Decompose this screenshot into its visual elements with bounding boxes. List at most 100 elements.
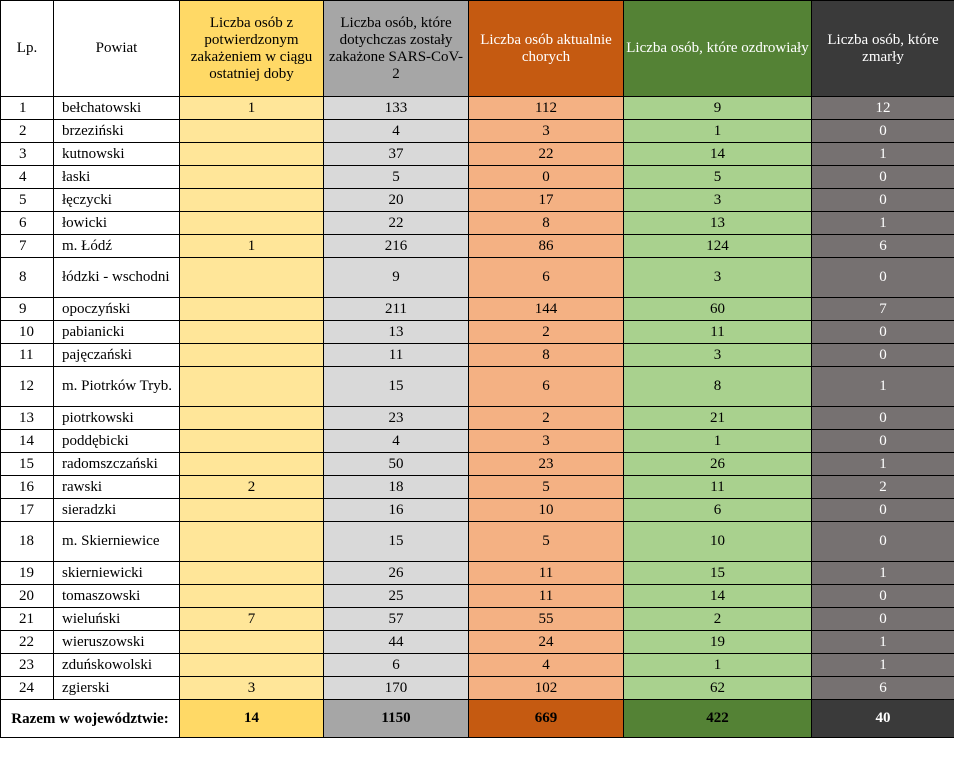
table-row: 8 łódzki - wschodni 9 6 3 0 xyxy=(0,257,954,298)
cell-active-cases: 5 xyxy=(468,521,624,562)
cell-new-cases: 2 xyxy=(179,475,324,499)
cell-lp: 1 xyxy=(0,96,54,120)
cell-deaths: 0 xyxy=(811,257,954,298)
cell-active-cases: 6 xyxy=(468,366,624,407)
cell-recovered: 2 xyxy=(623,607,812,631)
cell-active-cases: 3 xyxy=(468,119,624,143)
cell-total-cases: 23 xyxy=(323,406,469,430)
cell-powiat: m. Piotrków Tryb. xyxy=(53,366,180,407)
cell-lp: 5 xyxy=(0,188,54,212)
header-total-cases: Liczba osób, które dotychczas zostały za… xyxy=(323,0,469,97)
cell-powiat: łódzki - wschodni xyxy=(53,257,180,298)
cell-new-cases xyxy=(179,498,324,522)
cell-lp: 8 xyxy=(0,257,54,298)
cell-deaths: 1 xyxy=(811,653,954,677)
totals-row: Razem w województwie: 14 1150 669 422 40 xyxy=(0,699,954,738)
table-row: 13 piotrkowski 23 2 21 0 xyxy=(0,406,954,430)
cell-deaths: 0 xyxy=(811,320,954,344)
cell-lp: 21 xyxy=(0,607,54,631)
header-row: Lp. Powiat Liczba osób z potwierdzonym z… xyxy=(0,0,954,97)
cell-powiat: piotrkowski xyxy=(53,406,180,430)
cell-deaths: 0 xyxy=(811,343,954,367)
table-row: 9 opoczyński 211 144 60 7 xyxy=(0,297,954,321)
table-row: 16 rawski 2 18 5 11 2 xyxy=(0,475,954,499)
cell-total-cases: 13 xyxy=(323,320,469,344)
table-row: 21 wieluński 7 57 55 2 0 xyxy=(0,607,954,631)
cell-recovered: 11 xyxy=(623,320,812,344)
cell-lp: 18 xyxy=(0,521,54,562)
header-lp: Lp. xyxy=(0,0,54,97)
header-recovered: Liczba osób, które ozdrowiały xyxy=(623,0,812,97)
totals-total-cases: 1150 xyxy=(323,699,469,738)
cell-deaths: 1 xyxy=(811,142,954,166)
table-row: 4 łaski 5 0 5 0 xyxy=(0,165,954,189)
table-row: 18 m. Skierniewice 15 5 10 0 xyxy=(0,521,954,562)
cell-lp: 4 xyxy=(0,165,54,189)
cell-lp: 10 xyxy=(0,320,54,344)
cell-powiat: m. Łódź xyxy=(53,234,180,258)
cell-powiat: łaski xyxy=(53,165,180,189)
cell-recovered: 8 xyxy=(623,366,812,407)
cell-total-cases: 16 xyxy=(323,498,469,522)
cell-lp: 11 xyxy=(0,343,54,367)
table-row: 19 skierniewicki 26 11 15 1 xyxy=(0,561,954,585)
cell-powiat: opoczyński xyxy=(53,297,180,321)
table-row: 12 m. Piotrków Tryb. 15 6 8 1 xyxy=(0,366,954,407)
cell-recovered: 9 xyxy=(623,96,812,120)
cell-deaths: 0 xyxy=(811,584,954,608)
cell-new-cases: 7 xyxy=(179,607,324,631)
cell-active-cases: 102 xyxy=(468,676,624,700)
cell-active-cases: 17 xyxy=(468,188,624,212)
header-deaths: Liczba osób, które zmarły xyxy=(811,0,954,97)
cell-active-cases: 24 xyxy=(468,630,624,654)
cell-recovered: 1 xyxy=(623,119,812,143)
cell-deaths: 6 xyxy=(811,676,954,700)
cell-new-cases: 1 xyxy=(179,96,324,120)
cell-deaths: 1 xyxy=(811,366,954,407)
totals-label: Razem w województwie: xyxy=(0,699,180,738)
cell-lp: 17 xyxy=(0,498,54,522)
cell-new-cases xyxy=(179,142,324,166)
cell-powiat: sieradzki xyxy=(53,498,180,522)
cell-recovered: 19 xyxy=(623,630,812,654)
cell-total-cases: 37 xyxy=(323,142,469,166)
cell-deaths: 0 xyxy=(811,429,954,453)
cell-active-cases: 8 xyxy=(468,211,624,235)
cell-total-cases: 211 xyxy=(323,297,469,321)
cell-recovered: 11 xyxy=(623,475,812,499)
cell-deaths: 1 xyxy=(811,211,954,235)
totals-deaths: 40 xyxy=(811,699,954,738)
cell-total-cases: 22 xyxy=(323,211,469,235)
cell-total-cases: 133 xyxy=(323,96,469,120)
table-row: 2 brzeziński 4 3 1 0 xyxy=(0,119,954,143)
cell-powiat: poddębicki xyxy=(53,429,180,453)
table-row: 15 radomszczański 50 23 26 1 xyxy=(0,452,954,476)
cell-new-cases xyxy=(179,257,324,298)
cell-active-cases: 22 xyxy=(468,142,624,166)
cell-active-cases: 3 xyxy=(468,429,624,453)
cell-active-cases: 11 xyxy=(468,561,624,585)
cell-new-cases xyxy=(179,320,324,344)
cell-deaths: 1 xyxy=(811,630,954,654)
cell-active-cases: 6 xyxy=(468,257,624,298)
cell-deaths: 0 xyxy=(811,607,954,631)
cell-active-cases: 8 xyxy=(468,343,624,367)
cell-active-cases: 112 xyxy=(468,96,624,120)
cell-powiat: rawski xyxy=(53,475,180,499)
table-row: 14 poddębicki 4 3 1 0 xyxy=(0,429,954,453)
cell-deaths: 2 xyxy=(811,475,954,499)
cell-total-cases: 20 xyxy=(323,188,469,212)
table-row: 24 zgierski 3 170 102 62 6 xyxy=(0,676,954,700)
cell-active-cases: 2 xyxy=(468,320,624,344)
cell-new-cases xyxy=(179,119,324,143)
cell-new-cases xyxy=(179,521,324,562)
table-row: 3 kutnowski 37 22 14 1 xyxy=(0,142,954,166)
totals-active-cases: 669 xyxy=(468,699,624,738)
cell-lp: 15 xyxy=(0,452,54,476)
cell-lp: 2 xyxy=(0,119,54,143)
cell-new-cases xyxy=(179,406,324,430)
table-row: 20 tomaszowski 25 11 14 0 xyxy=(0,584,954,608)
cell-new-cases xyxy=(179,630,324,654)
totals-new-cases: 14 xyxy=(179,699,324,738)
cell-powiat: wieruszowski xyxy=(53,630,180,654)
